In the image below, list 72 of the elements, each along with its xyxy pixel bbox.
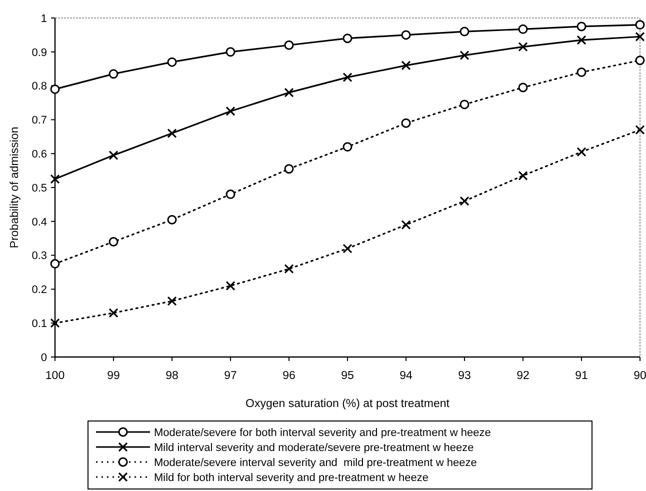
- y-tick-label: 0.7: [32, 114, 47, 127]
- x-tick-label: 100: [45, 370, 65, 382]
- point: [226, 47, 236, 57]
- x-tick-label: 91: [575, 370, 588, 382]
- point: [342, 72, 352, 82]
- point: [167, 128, 177, 138]
- point: [226, 190, 236, 200]
- point: [576, 22, 586, 32]
- point: [576, 35, 586, 45]
- point: [518, 42, 528, 52]
- point: [518, 170, 528, 180]
- y-tick-label: 0.9: [32, 46, 47, 59]
- legend-label: Mild for both interval severity and pre-treatment w heeze: [154, 472, 429, 484]
- y-tick-label: 0.8: [32, 80, 47, 93]
- point: [50, 318, 60, 328]
- x-tick-label: 95: [341, 370, 354, 382]
- point: [284, 164, 294, 174]
- x-tick-label: 92: [516, 370, 530, 382]
- point: [401, 60, 411, 70]
- point: [576, 147, 586, 157]
- point: [460, 100, 470, 110]
- point: [50, 259, 60, 269]
- point: [342, 34, 352, 44]
- point: [167, 296, 177, 306]
- point: [460, 196, 470, 206]
- point: [226, 281, 236, 291]
- point: [635, 56, 645, 66]
- y-tick-label: 0.4: [32, 216, 47, 228]
- point: [401, 220, 411, 230]
- y-axis-title: Probability of admission: [9, 126, 21, 248]
- y-tick-label: 0.5: [32, 182, 47, 194]
- x-axis-title: Oxygen saturation (%) at post treatment: [246, 398, 450, 410]
- point: [342, 142, 352, 152]
- x-tick-label: 90: [634, 370, 646, 382]
- point: [342, 244, 352, 254]
- x-tick-label: 97: [224, 370, 237, 382]
- point: [635, 32, 645, 42]
- point: [401, 30, 411, 40]
- point: [167, 57, 177, 67]
- point: [635, 20, 645, 30]
- x-tick-label: 98: [166, 370, 178, 382]
- point: [284, 264, 294, 274]
- legend-label: Mild interval severity and moderate/severe pre-treatment w heeze: [154, 442, 474, 454]
- point: [50, 174, 60, 184]
- point: [226, 106, 236, 116]
- x-tick-label: 94: [400, 370, 413, 382]
- point: [460, 26, 470, 36]
- y-tick-label: 0.3: [32, 250, 47, 262]
- legend-label: Moderate/severe for both interval severity and pre-treatment w heeze: [154, 426, 491, 439]
- y-tick-label: 0: [40, 352, 47, 364]
- point: [635, 125, 645, 135]
- point: [108, 69, 118, 79]
- point: [108, 308, 118, 318]
- point: [108, 150, 118, 160]
- point: [284, 88, 294, 98]
- point: [50, 84, 60, 94]
- legend-label: Moderate/severe interval severity and mild pre-treatment w heeze: [154, 456, 477, 469]
- y-tick-label: 0.1: [32, 318, 47, 330]
- point: [518, 24, 528, 34]
- point: [518, 82, 528, 92]
- point: [108, 236, 118, 246]
- point: [460, 50, 470, 60]
- x-tick-label: 99: [107, 370, 120, 382]
- y-tick-label: 0.2: [32, 284, 47, 296]
- x-tick-label: 96: [282, 370, 296, 382]
- point: [576, 67, 586, 77]
- y-tick-label: 1: [40, 12, 47, 25]
- point: [401, 118, 411, 128]
- y-tick-label: 0.6: [32, 148, 47, 160]
- x-tick-label: 93: [458, 370, 471, 382]
- point: [167, 214, 177, 224]
- point: [284, 40, 294, 50]
